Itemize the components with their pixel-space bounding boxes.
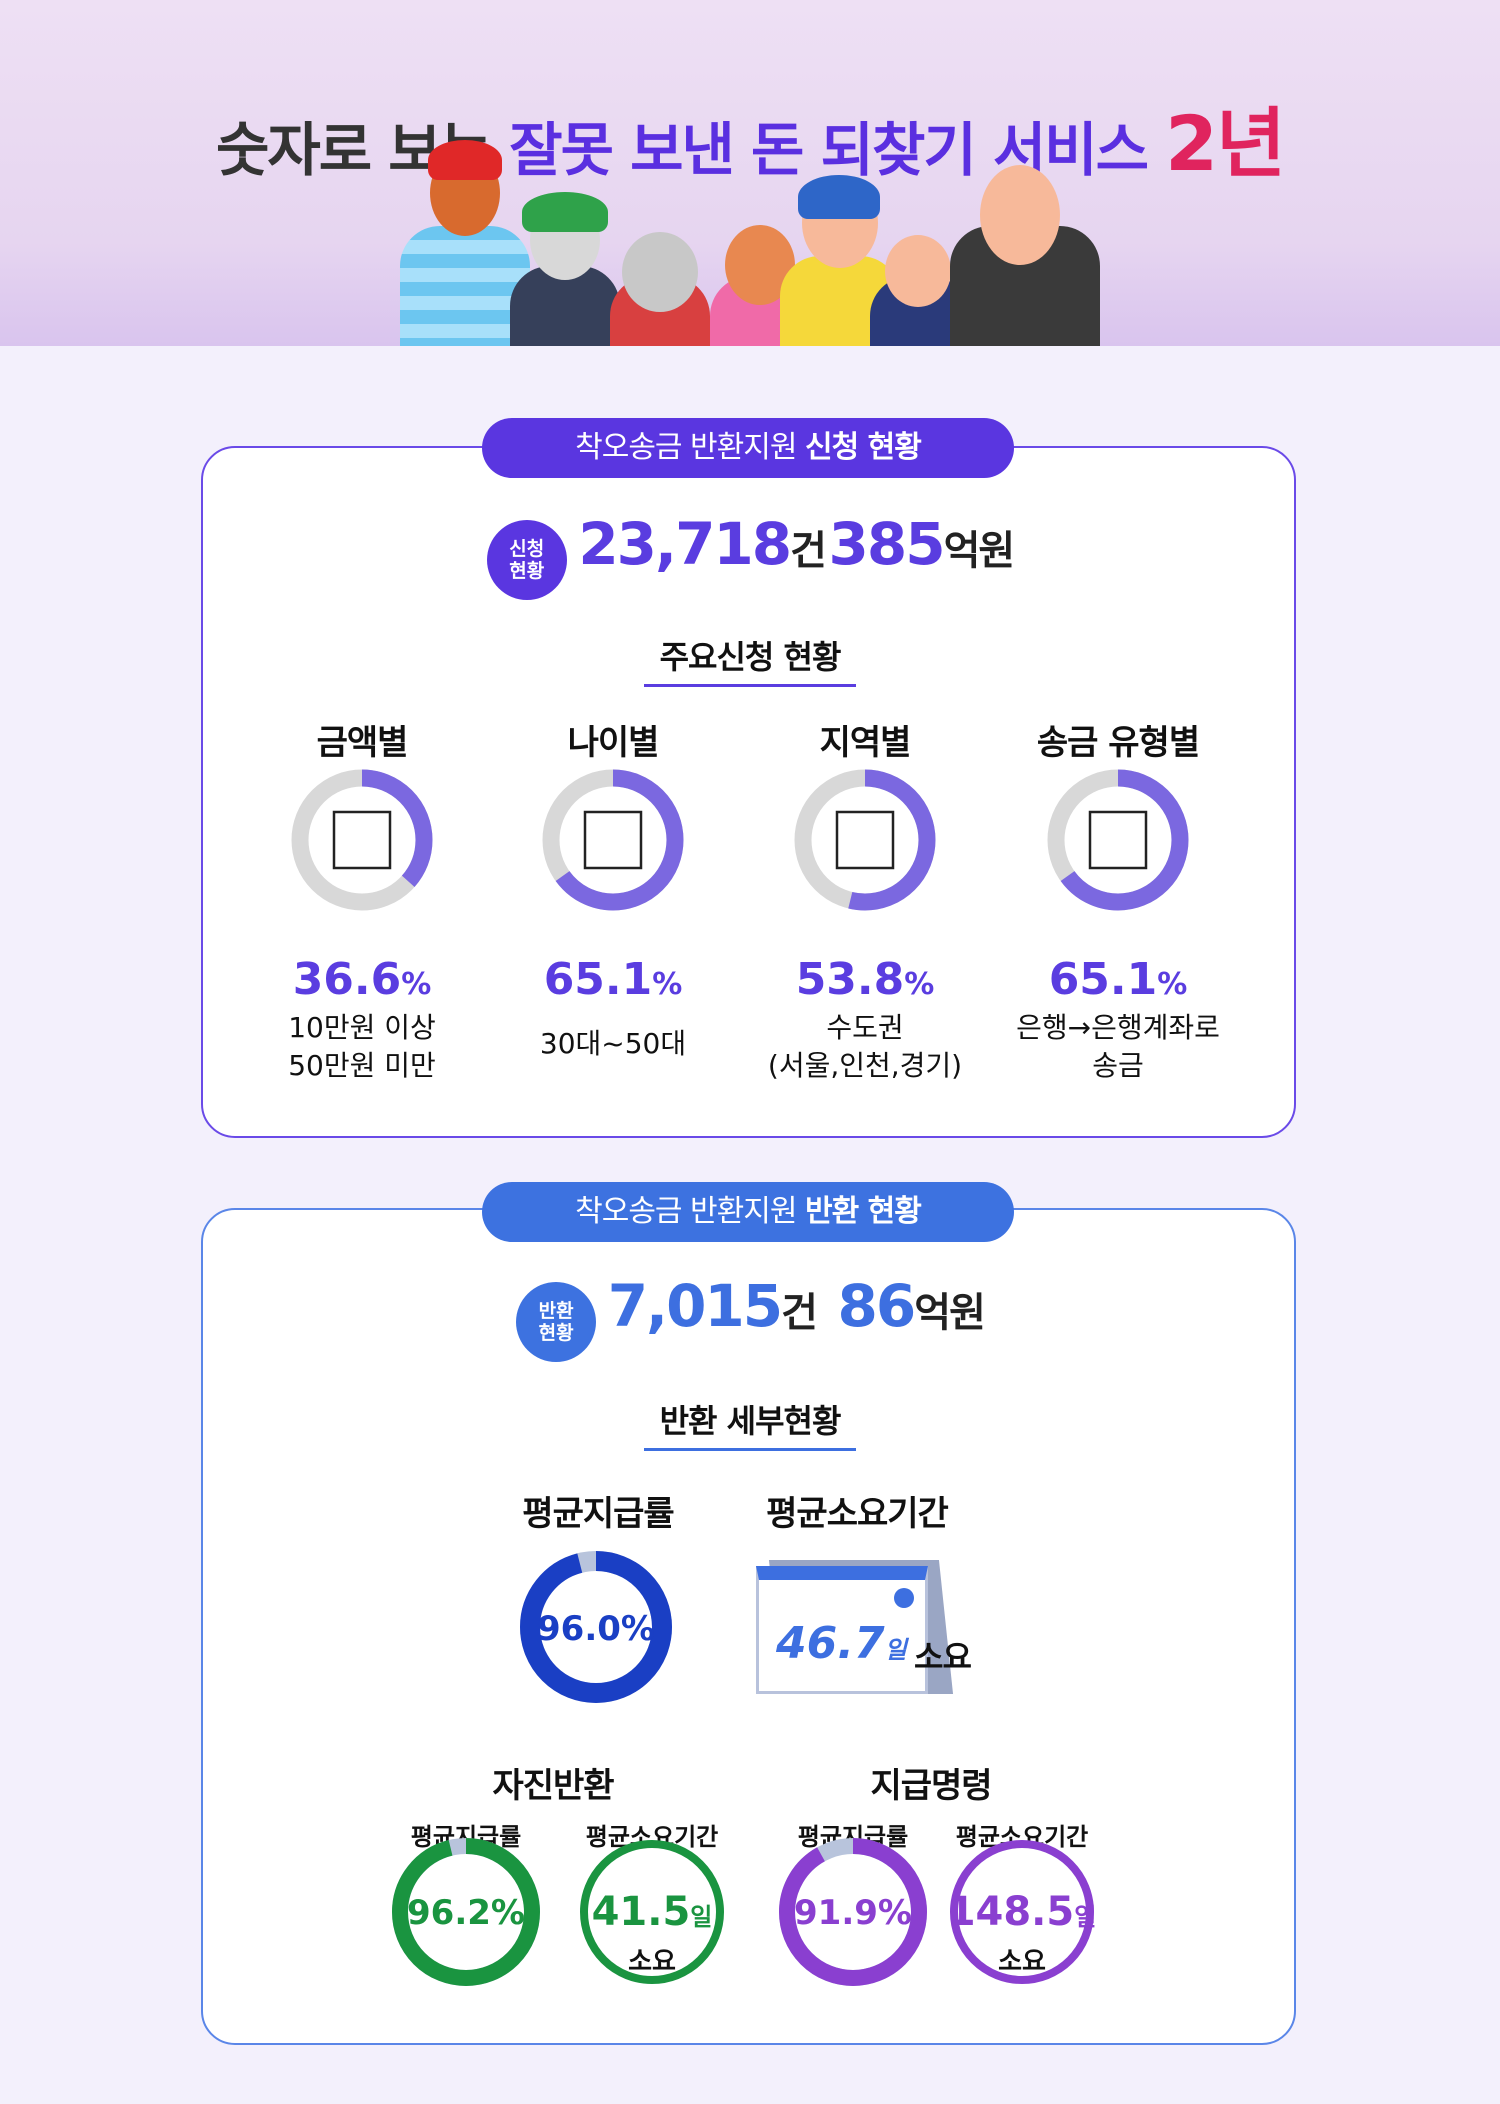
category-desc: 30대~50대	[539, 1027, 687, 1060]
return-status-pill: 착오송금 반환지원 반환 현황	[482, 1182, 1014, 1242]
category-1: 나이별 65.1% 30대~50대	[493, 715, 733, 1063]
map-pin-icon	[835, 810, 895, 870]
category-percent: 36.6%	[292, 954, 432, 1005]
category-title: 금액별	[316, 723, 409, 763]
category-donut-2-value-arc	[794, 769, 936, 911]
category-donut-0-value-arc	[291, 769, 433, 911]
category-percent: 53.8%	[795, 954, 935, 1005]
voluntary-period-ring	[580, 1840, 724, 1984]
application-status-pill: 착오송금 반환지원 신청 현황	[482, 418, 1014, 478]
application-total: 신청 현황 23,718건 385억원	[0, 510, 1500, 600]
application-badge: 신청 현황	[486, 519, 567, 600]
voluntary-period-suffix: 소요	[628, 1947, 676, 1977]
payment-order-rate-donut	[779, 1838, 927, 1986]
face-scan-icon	[583, 810, 643, 870]
payment-order-title: 지급명령	[870, 1766, 992, 1806]
voluntary-rate-donut	[392, 1838, 540, 1986]
category-percent: 65.1%	[543, 954, 683, 1005]
people-illustration	[390, 140, 1110, 346]
category-donut-3	[1047, 769, 1189, 911]
voluntary-rate-donut-value-arc	[392, 1838, 540, 1986]
avg-rate-donut-value-arc	[520, 1551, 672, 1703]
category-2: 지역별 53.8% 수도권 (서울,인천,경기)	[745, 715, 985, 1085]
period-suffix: 소요	[914, 1638, 972, 1676]
avg-rate-donut	[520, 1551, 672, 1703]
category-donut-1	[542, 769, 684, 911]
category-donut-0	[291, 769, 433, 911]
document-search-icon	[1088, 810, 1148, 870]
category-donut-1-value-arc	[542, 769, 684, 911]
application-status-panel	[201, 446, 1296, 1138]
category-0: 금액별 36.6% 10만원 이상 50만원 미만	[242, 715, 482, 1085]
category-title: 나이별	[567, 723, 660, 763]
application-subtitle: 주요신청 현황	[0, 632, 1500, 687]
payment-order-rate-value: 91.9%	[794, 1893, 912, 1933]
category-title: 송금 유형별	[1036, 723, 1200, 763]
category-3: 송금 유형별 65.1% 은행→은행계좌로 송금	[998, 715, 1238, 1085]
avg-period-label: 평균소요기간	[766, 1494, 949, 1534]
header-banner: 숫자로 보는 잘못 보낸 돈 되찾기 서비스 2년	[0, 0, 1500, 346]
category-percent: 65.1%	[1048, 954, 1188, 1005]
category-title: 지역별	[819, 723, 912, 763]
payment-order-period-ring	[950, 1840, 1094, 1984]
payment-order-rate-donut-value-arc	[779, 1838, 927, 1986]
return-status-panel	[201, 1208, 1296, 2045]
avg-rate-label: 평균지급률	[522, 1494, 674, 1534]
calendar-icon: 46.7일	[756, 1560, 954, 1694]
category-desc: 10만원 이상 50만원 미만	[288, 1011, 436, 1082]
check-icon	[894, 1588, 914, 1608]
payment-order-period-value: 148.5일	[948, 1889, 1097, 1935]
category-donut-2	[794, 769, 936, 911]
banknote-icon	[332, 810, 392, 870]
avg-rate-value: 96.0%	[537, 1609, 655, 1649]
category-donut-3-value-arc	[1047, 769, 1189, 911]
return-total: 반환 현황 7,015건 86억원	[0, 1272, 1500, 1362]
voluntary-rate-value: 96.2%	[407, 1893, 525, 1933]
return-badge: 반환 현황	[516, 1281, 597, 1362]
category-desc: 은행→은행계좌로 송금	[1016, 1011, 1220, 1082]
category-desc: 수도권 (서울,인천,경기)	[767, 1011, 963, 1082]
voluntary-title: 자진반환	[492, 1766, 614, 1806]
payment-order-period-suffix: 소요	[998, 1947, 1046, 1977]
return-subtitle: 반환 세부현황	[0, 1396, 1500, 1451]
